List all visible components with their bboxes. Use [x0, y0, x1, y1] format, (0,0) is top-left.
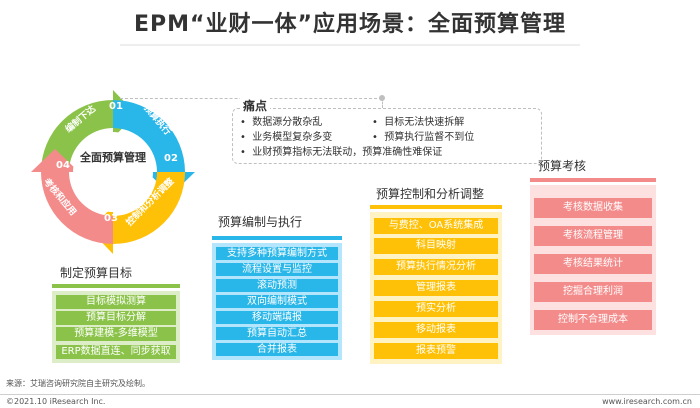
assess-item: 考核结果统计 [534, 254, 652, 274]
assess-section-bar [530, 178, 656, 182]
page-title: EPM“业财一体”应用场景：全面预算管理 [134, 12, 566, 37]
pain-item: • 业财预算指标无法联动，预算准确性难保证 [240, 147, 443, 158]
target-item: 目标模拟测算 [56, 295, 176, 309]
pain-points-title: 痛点 [240, 97, 271, 114]
pain-points-box [232, 108, 542, 164]
control-item: 移动报表 [374, 322, 498, 338]
source-note: 来源：艾瑞咨询研究院自主研究及绘制。 [6, 379, 150, 388]
target-item: 预算目标分解 [56, 311, 176, 325]
cycle-step-03-arrow [90, 172, 185, 254]
pain-item: • 业务模型复杂多变 [240, 132, 333, 143]
target-section-bar [52, 284, 180, 288]
pain-item: • 预算执行监督不到位 [372, 132, 475, 143]
assess-section-title: 预算考核 [538, 159, 587, 173]
control-item: 预实分析 [374, 301, 498, 317]
cycle-center-label: 全面预算管理 [80, 151, 146, 164]
cycle-step-03-num: 03 [104, 213, 118, 224]
execute-item: 移动端填报 [216, 311, 338, 324]
cycle-step-01-num: 01 [109, 101, 123, 112]
execute-item: 双向编制模式 [216, 295, 338, 308]
footer-divider [0, 394, 700, 395]
assess-item: 控制不合理成本 [534, 310, 652, 330]
cycle-step-04-num: 04 [56, 160, 70, 171]
control-item: 与费控、OA系统集成 [374, 218, 498, 234]
execute-section-title: 预算编制与执行 [218, 215, 303, 229]
cycle-step-02-num: 02 [164, 153, 178, 164]
control-item: 科目映射 [374, 238, 498, 254]
control-section-title: 预算控制和分析调整 [376, 187, 485, 201]
target-item: ERP数据直连、同步获取 [56, 345, 176, 359]
execute-item: 滚动预测 [216, 279, 338, 292]
cycle-step-04-arrow [31, 149, 113, 244]
connector-line-drop [382, 98, 383, 108]
cycle-step-01-arrow [41, 90, 136, 172]
assess-item: 考核数据收集 [534, 198, 652, 218]
connector-dot [379, 95, 385, 101]
target-item: 预算建模-多维模型 [56, 327, 176, 341]
pain-item: • 目标无法快速拆解 [372, 117, 465, 128]
website-url: www.iresearch.com.cn [602, 397, 692, 406]
copyright-text: ©2021.10 iResearch Inc. [6, 397, 106, 406]
control-item: 管理报表 [374, 280, 498, 296]
execute-item: 预算自动汇总 [216, 327, 338, 340]
execute-section-bar [212, 236, 342, 240]
control-item: 报表预警 [374, 343, 498, 359]
execute-item: 流程设置与监控 [216, 263, 338, 276]
control-item: 预算执行情况分析 [374, 259, 498, 275]
assess-item: 挖掘合理利润 [534, 282, 652, 302]
target-section-title: 制定预算目标 [60, 266, 133, 280]
pain-item: • 数据源分散杂乱 [240, 117, 323, 128]
execute-item: 支持多种预算编制方式 [216, 247, 338, 260]
cycle-step-02-arrow [113, 100, 195, 195]
budget-cycle-diagram [31, 90, 195, 254]
title-divider [120, 44, 580, 46]
execute-item: 合并报表 [216, 343, 338, 356]
assess-item: 考核流程管理 [534, 226, 652, 246]
control-section-bar [370, 205, 502, 209]
